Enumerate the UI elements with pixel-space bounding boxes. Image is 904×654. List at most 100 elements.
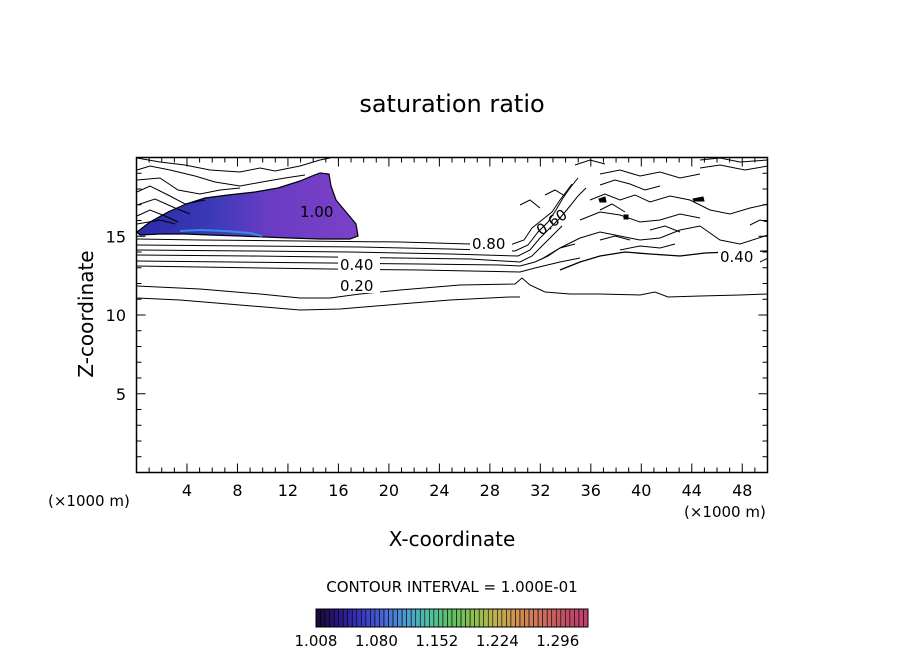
colorbar-swatch — [324, 608, 330, 628]
colorbar-swatch — [460, 608, 466, 628]
contour-label-1: 1.00 — [300, 203, 333, 221]
colorbar-swatch — [338, 608, 344, 628]
colorbar-swatch — [356, 608, 362, 628]
colorbar-swatch — [379, 608, 385, 628]
y-tick-label: 10 — [106, 306, 126, 325]
colorbar-swatch — [406, 608, 412, 628]
axis-ticks — [136, 157, 768, 473]
colorbar-swatch — [433, 608, 439, 628]
colorbar-swatch — [528, 608, 534, 628]
colorbar-swatch — [555, 608, 562, 628]
x-tick-label: 40 — [631, 481, 651, 500]
colorbar-swatch — [497, 608, 503, 628]
colorbar-swatch — [478, 608, 485, 628]
x-tick-label: 36 — [581, 481, 601, 500]
contour-label-5: 0.20 — [340, 277, 373, 295]
colorbar-swatch — [515, 608, 521, 628]
colorbar-swatch — [342, 608, 349, 628]
colorbar-swatch — [401, 608, 407, 628]
contour-label-4: 0.40 — [340, 256, 373, 274]
colorbar-tick-label: 1.224 — [476, 632, 519, 650]
supersaturated-core — [179, 228, 263, 237]
contour-label-2: 0.60 — [533, 205, 571, 239]
colorbar-swatch — [383, 608, 389, 628]
colorbar-swatch — [474, 608, 480, 628]
colorbar-swatch — [565, 608, 571, 628]
x-tick-label: 28 — [480, 481, 500, 500]
colorbar-swatch — [469, 608, 475, 628]
colorbar-swatch — [510, 608, 516, 628]
colorbar-swatch — [524, 608, 530, 628]
colorbar-swatch — [533, 608, 539, 628]
colorbar-swatch — [537, 608, 543, 628]
plot-area: 1.00 0.60 0.80 0.40 0.20 0.40 — [135, 156, 769, 474]
colorbar-swatch — [320, 608, 326, 628]
colorbar-swatch — [492, 608, 498, 628]
colorbar-swatch — [447, 608, 453, 628]
colorbar-swatch — [578, 608, 584, 628]
x-unit-left: (×1000 m) — [48, 492, 130, 510]
colorbar-swatch — [438, 608, 444, 628]
x-tick-label: 8 — [232, 481, 242, 500]
colorbar-swatch — [374, 608, 380, 628]
contour-label-6: 0.40 — [720, 248, 753, 266]
colorbar-tick-label: 1.080 — [355, 632, 398, 650]
colorbar-swatch — [351, 608, 358, 628]
x-tick-label: 48 — [732, 481, 752, 500]
x-tick-label: 44 — [682, 481, 702, 500]
colorbar-swatch — [347, 608, 353, 628]
colorbar-swatch — [569, 608, 575, 628]
colorbar-swatch — [370, 608, 376, 628]
colorbar-swatch — [451, 608, 457, 628]
colorbar-swatch — [388, 608, 394, 628]
x-unit-right: (×1000 m) — [684, 503, 766, 521]
colorbar-swatch — [574, 608, 580, 628]
chart-title: saturation ratio — [359, 90, 544, 118]
contour-label-3: 0.80 — [472, 235, 505, 253]
x-axis-label: X-coordinate — [389, 527, 516, 551]
contour-interval-text: CONTOUR INTERVAL = 1.000E-01 — [326, 578, 577, 596]
contour-lines — [136, 157, 769, 311]
colorbar-swatch — [329, 608, 335, 628]
colorbar-swatch — [551, 608, 557, 628]
colorbar — [315, 608, 589, 628]
contour-label-group: 1.00 0.60 0.80 0.40 0.20 0.40 — [300, 203, 760, 295]
colorbar-tick-label: 1.008 — [295, 632, 338, 650]
colorbar-tick-label: 1.152 — [415, 632, 458, 650]
colorbar-swatch — [442, 608, 448, 628]
colorbar-frame — [315, 608, 589, 628]
supersaturated-region — [136, 172, 359, 240]
colorbar-swatch — [429, 608, 435, 628]
colorbar-swatch — [361, 608, 367, 628]
x-tick-label: 4 — [182, 481, 192, 500]
colorbar-swatch — [419, 608, 426, 628]
colorbar-swatch — [542, 608, 548, 628]
x-tick-label: 24 — [429, 481, 449, 500]
colorbar-tick-labels: 1.008 1.080 1.152 1.224 1.296 — [295, 632, 580, 650]
colorbar-swatch — [583, 608, 589, 628]
x-tick-label: 16 — [328, 481, 348, 500]
x-tick-labels: 4 8 12 16 20 24 28 32 36 40 44 48 — [182, 481, 753, 500]
colorbar-swatch — [483, 608, 489, 628]
colorbar-swatch — [465, 608, 471, 628]
colorbar-swatch — [546, 608, 553, 628]
colorbar-swatch — [487, 608, 494, 628]
colorbar-swatch — [519, 608, 525, 628]
y-axis-label: Z-coordinate — [74, 250, 98, 377]
colorbar-swatch — [392, 608, 398, 628]
colorbar-swatch — [333, 608, 339, 628]
y-tick-labels: 5 10 15 — [106, 227, 126, 404]
x-tick-label: 20 — [379, 481, 399, 500]
y-tick-label: 5 — [116, 385, 126, 404]
colorbar-tick-label: 1.296 — [536, 632, 579, 650]
colorbar-swatch — [415, 608, 421, 628]
colorbar-swatch — [315, 608, 321, 628]
colorbar-swatch — [506, 608, 512, 628]
x-tick-label: 32 — [530, 481, 550, 500]
colorbar-swatch — [456, 608, 462, 628]
colorbar-swatch — [410, 608, 417, 628]
y-tick-label: 15 — [106, 227, 126, 246]
colorbar-swatch — [365, 608, 371, 628]
colorbar-swatch — [424, 608, 430, 628]
